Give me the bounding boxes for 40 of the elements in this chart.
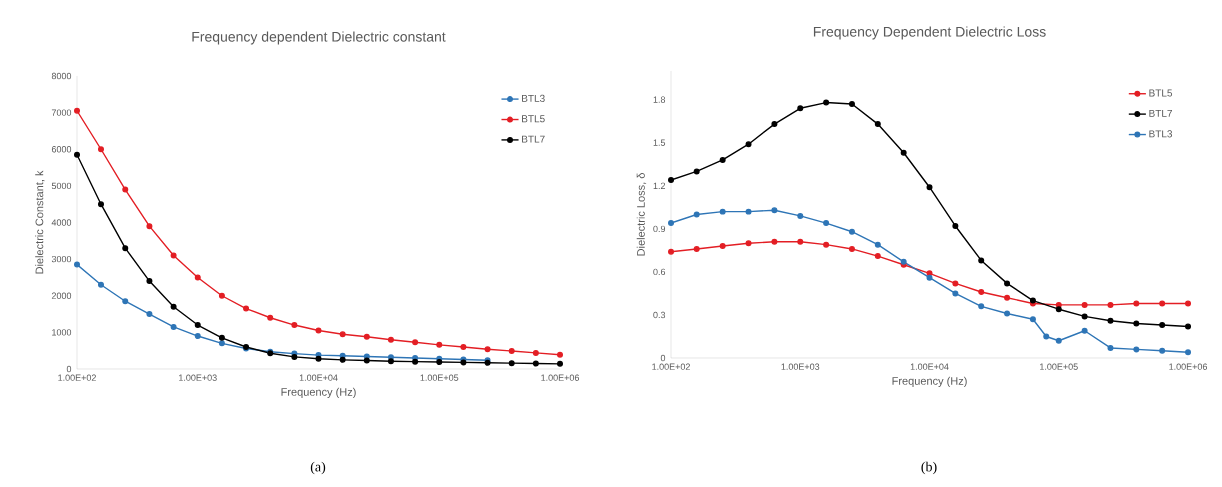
y-tick-label: 0: [66, 365, 72, 373]
x-tick-label: 1.00E+02: [652, 363, 690, 370]
legend-label: BTL5: [522, 115, 545, 123]
y-tick-label: 1.5: [653, 139, 666, 146]
x-tick-label: 1.00E+06: [541, 374, 580, 381]
y-axis-title: Dielectric Loss, δ: [636, 173, 647, 256]
y-tick-label: 1.2: [653, 182, 666, 189]
legend-label: BTL5: [1149, 89, 1173, 97]
y-tick-label: 1000: [52, 329, 72, 336]
text: (b): [921, 461, 937, 475]
legend-label: BTL7: [1149, 109, 1172, 117]
x-tick-label: 1.00E+02: [58, 374, 96, 381]
y-tick-label: 0.3: [653, 311, 666, 319]
x-axis-title: Frequency (Hz): [281, 387, 356, 399]
x-tick-label: 1.00E+05: [1040, 363, 1078, 370]
y-tick-label: 0.9: [653, 225, 666, 233]
x-tick-label: 1.00E+03: [179, 374, 217, 381]
y-axis-title: Dielectric Constant, k: [35, 170, 45, 274]
y-tick-label: 3000: [51, 255, 72, 263]
y-tick-label: 5000: [51, 182, 72, 190]
y-tick-label: 0.6: [653, 268, 666, 276]
y-tick-label: 7000: [51, 109, 72, 116]
y-tick-label: 4000: [51, 219, 72, 226]
x-tick-label: 1.00E+04: [910, 363, 949, 370]
x-tick-label: 1.00E+04: [299, 374, 338, 381]
y-tick-label: 6000: [51, 146, 72, 153]
y-tick-label: 8000: [51, 72, 72, 80]
chart-title: Frequency dependent Dielectric constant: [192, 31, 446, 45]
x-tick-label: 1.00E+06: [1169, 363, 1208, 370]
y-tick-label: 0: [660, 354, 666, 362]
y-tick-label: 2000: [51, 292, 72, 299]
y-tick-label: 1.8: [653, 96, 666, 103]
x-tick-label: 1.00E+05: [420, 374, 459, 381]
text: (a): [310, 461, 326, 475]
legend-label: BTL3: [1149, 130, 1173, 138]
chart-title: Frequency Dependent Dielectric Loss: [813, 26, 1046, 40]
legend-label: BTL7: [522, 135, 545, 143]
legend-label: BTL3: [522, 94, 545, 102]
x-tick-label: 1.00E+03: [781, 363, 820, 370]
x-axis-title: Frequency (Hz): [892, 376, 967, 388]
